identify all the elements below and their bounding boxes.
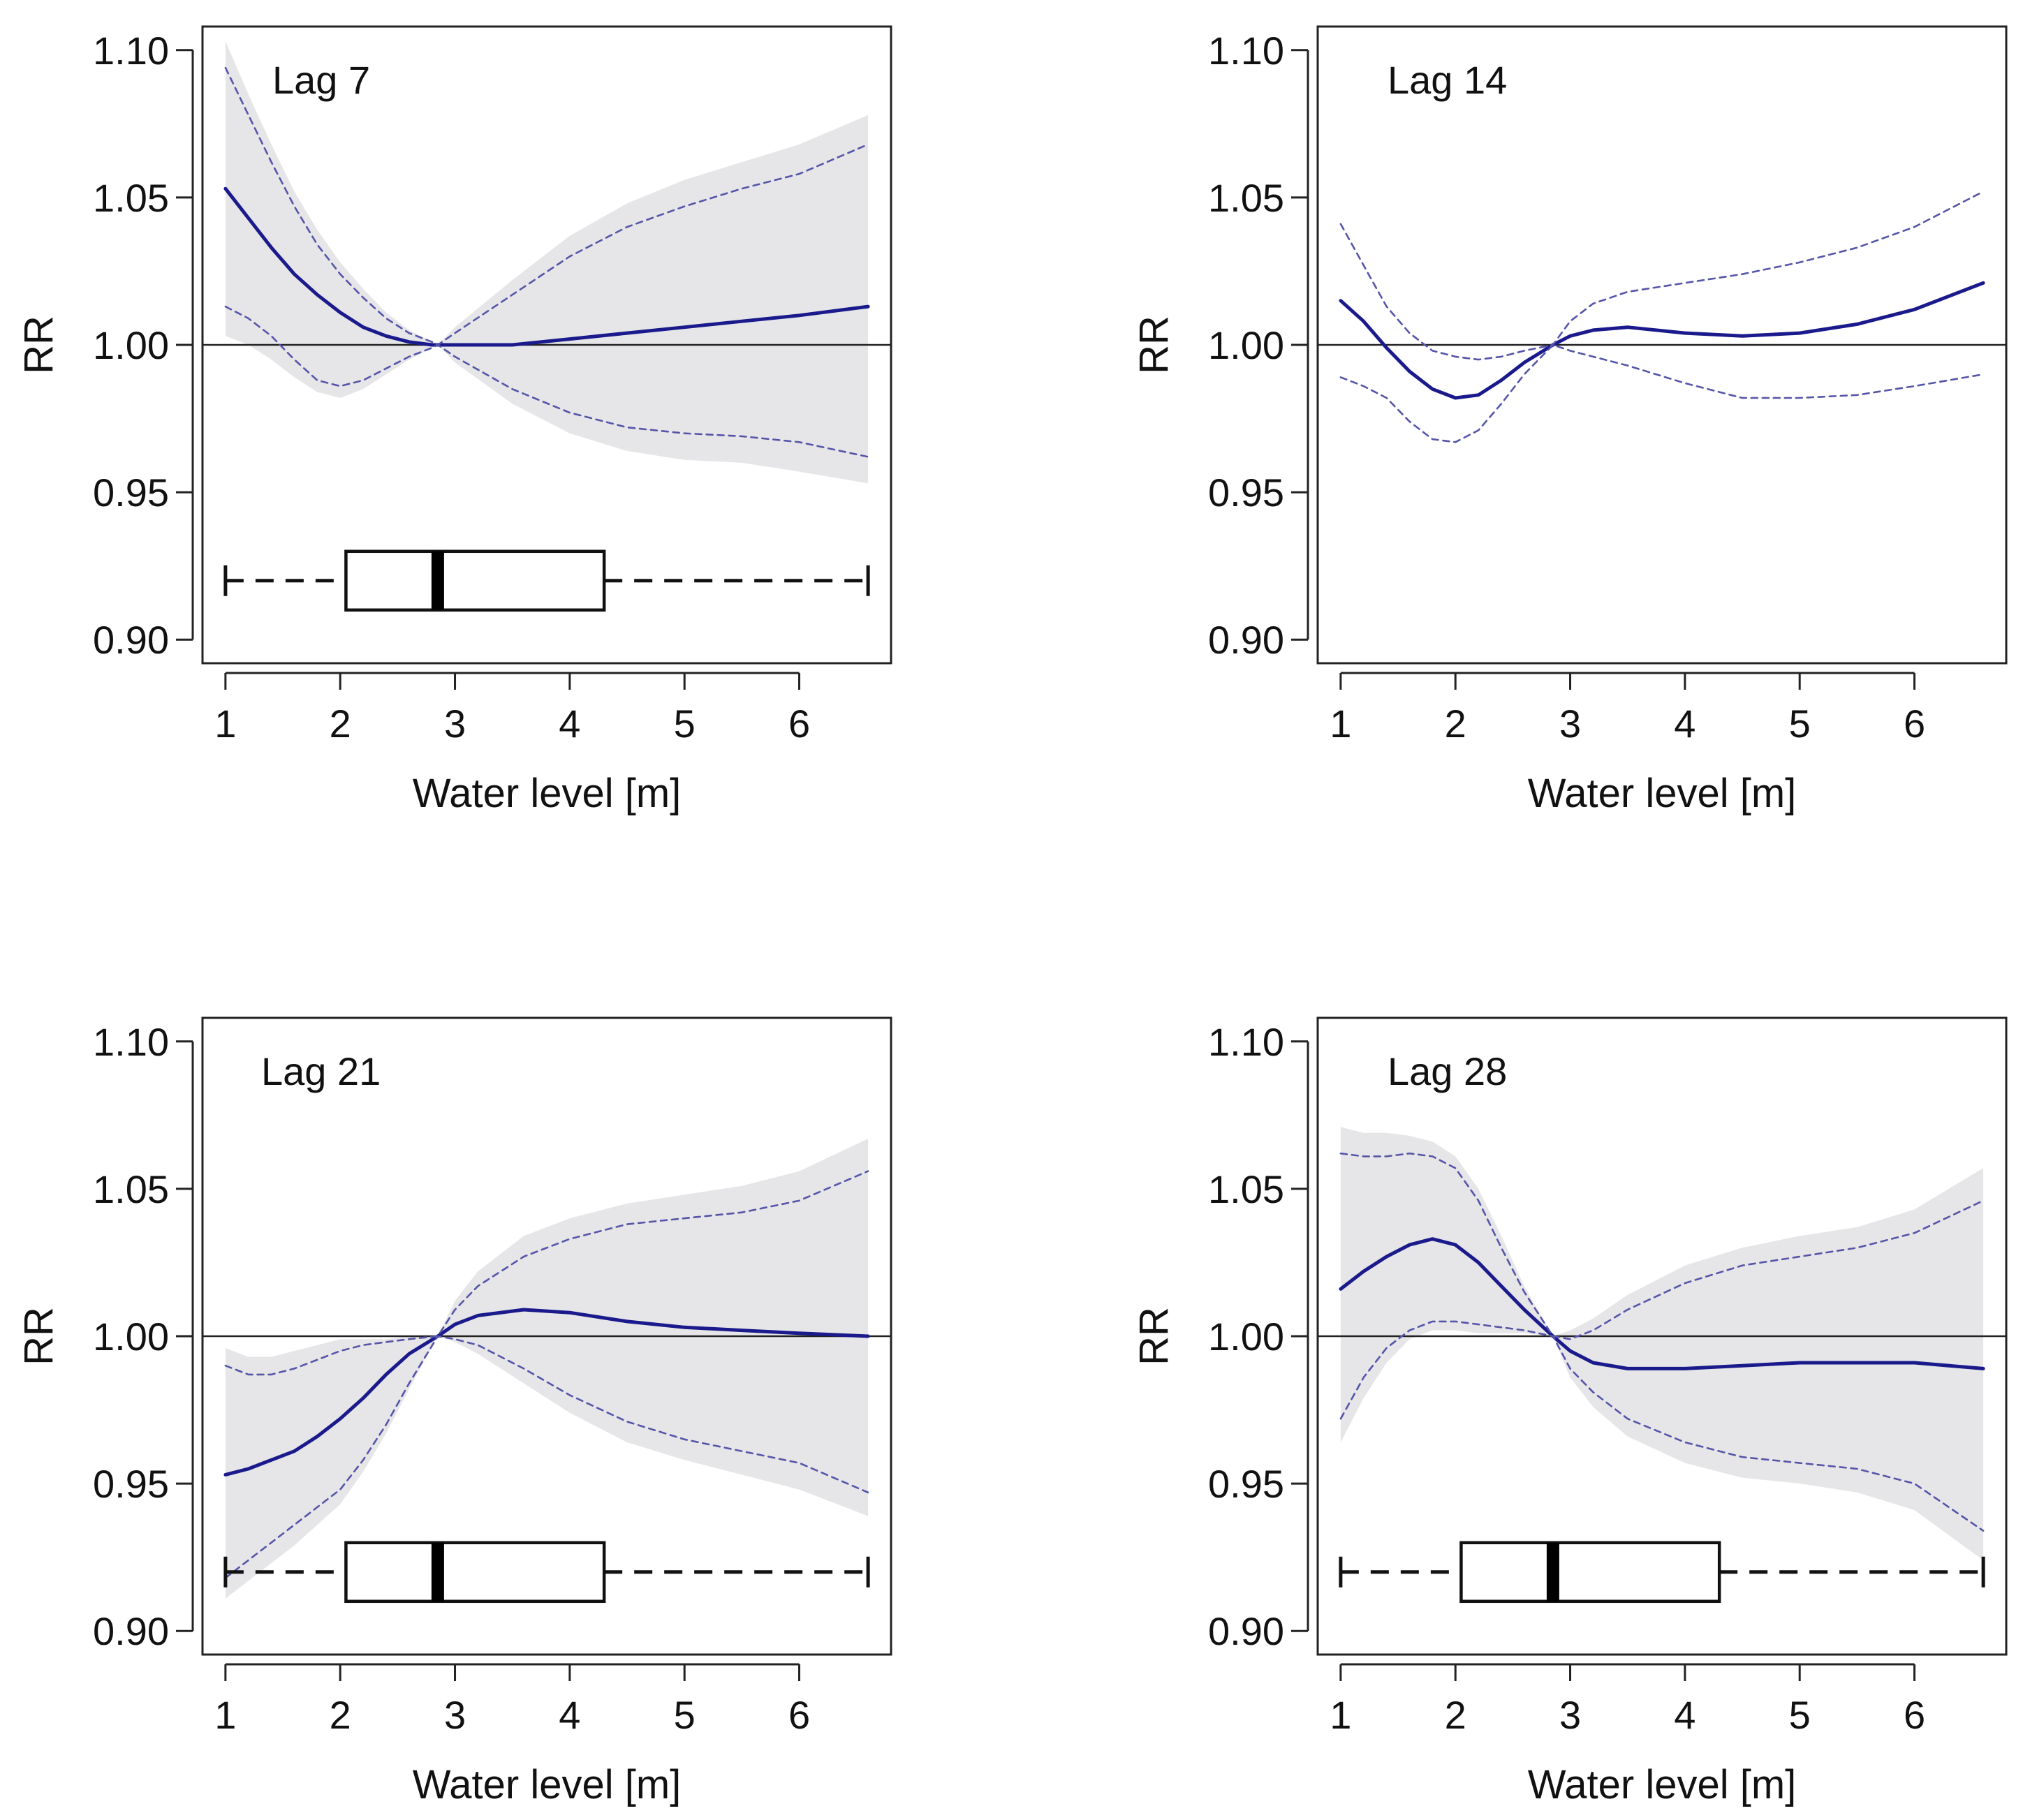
upper-ci-line bbox=[224, 66, 869, 346]
panel-title: Lag 28 bbox=[1388, 1049, 1507, 1093]
y-axis-title: RR bbox=[1131, 316, 1177, 374]
y-tick-label: 1.05 bbox=[93, 1167, 169, 1211]
confidence-band bbox=[225, 41, 869, 484]
x-tick-label: 6 bbox=[1904, 1693, 1925, 1737]
chart-panel-1: 0.90 0.95 1.00 1.05 1.10 1 2 3 4 5 6 Water level [m… bbox=[16, 25, 892, 816]
x-tick-label: 1 bbox=[214, 702, 236, 746]
lower-ci-line bbox=[1339, 1320, 1985, 1532]
x-tick-label: 6 bbox=[788, 1693, 810, 1737]
panel-title: Lag 7 bbox=[272, 58, 370, 102]
plot-frame bbox=[201, 1016, 892, 1656]
rr-line bbox=[1339, 281, 1985, 400]
lower-ci-line bbox=[224, 1335, 869, 1579]
boxplot-median bbox=[1546, 1542, 1559, 1601]
x-tick-label: 1 bbox=[214, 1693, 236, 1737]
upper-ci-line bbox=[1339, 191, 1985, 361]
x-tick-label: 5 bbox=[1789, 702, 1811, 746]
x-tick-label: 6 bbox=[788, 702, 810, 746]
x-axis-title: Water level [m] bbox=[1528, 771, 1797, 816]
boxplot-median bbox=[431, 1542, 444, 1601]
y-tick-label: 1.00 bbox=[1208, 1315, 1284, 1359]
y-tick-label: 0.90 bbox=[1208, 1609, 1284, 1653]
x-tick-label: 2 bbox=[330, 702, 351, 746]
x-axis-title: Water level [m] bbox=[413, 771, 682, 816]
y-axis-title: RR bbox=[16, 1307, 61, 1366]
panel-title: Lag 14 bbox=[1388, 58, 1507, 102]
y-tick-label: 1.10 bbox=[93, 29, 169, 73]
rr-line bbox=[223, 186, 870, 347]
x-tick-label: 5 bbox=[674, 702, 696, 746]
panel-title: Lag 21 bbox=[261, 1049, 381, 1093]
y-tick-label: 0.90 bbox=[93, 618, 169, 662]
x-tick-label: 3 bbox=[1559, 1693, 1581, 1737]
boxplot-box bbox=[1459, 1541, 1721, 1604]
chart-panel-3: 0.90 0.95 1.00 1.05 1.10 1 2 3 4 5 6 Water level [m… bbox=[16, 1016, 892, 1807]
y-tick-label: 0.90 bbox=[93, 1609, 169, 1653]
y-tick-label: 1.05 bbox=[1208, 1167, 1284, 1211]
y-axis-title: RR bbox=[1131, 1307, 1177, 1366]
x-tick-label: 4 bbox=[1674, 702, 1695, 746]
y-tick-label: 1.00 bbox=[93, 1315, 169, 1359]
x-axis-title: Water level [m] bbox=[1528, 1762, 1797, 1807]
x-tick-label: 4 bbox=[559, 1693, 580, 1737]
confidence-band bbox=[225, 1139, 869, 1599]
x-tick-label: 4 bbox=[1674, 1693, 1695, 1737]
plot-frame bbox=[201, 25, 892, 665]
y-tick-label: 0.95 bbox=[93, 1462, 169, 1506]
confidence-band bbox=[1340, 1127, 1984, 1560]
chart-panel-2: 0.90 0.95 1.00 1.05 1.10 1 2 3 4 5 6 Water level [m… bbox=[1131, 25, 2008, 816]
lower-ci-line bbox=[224, 305, 869, 458]
boxplot-box bbox=[344, 1541, 606, 1604]
x-tick-label: 3 bbox=[444, 1693, 466, 1737]
y-tick-label: 1.00 bbox=[1208, 323, 1284, 367]
x-tick-label: 2 bbox=[1445, 1693, 1466, 1737]
y-tick-label: 1.05 bbox=[93, 176, 169, 220]
plot-frame bbox=[1316, 25, 2008, 665]
y-tick-label: 0.95 bbox=[1208, 471, 1284, 515]
boxplot-box bbox=[344, 549, 606, 612]
x-tick-label: 1 bbox=[1330, 1693, 1351, 1737]
y-axis-title: RR bbox=[16, 316, 61, 374]
x-tick-label: 3 bbox=[444, 702, 466, 746]
boxplot-median bbox=[431, 551, 444, 610]
y-tick-label: 0.95 bbox=[1208, 1462, 1284, 1506]
x-tick-label: 1 bbox=[1330, 702, 1351, 746]
x-axis-title: Water level [m] bbox=[413, 1762, 682, 1807]
x-tick-label: 6 bbox=[1904, 702, 1925, 746]
y-tick-label: 1.10 bbox=[1208, 29, 1284, 73]
x-tick-label: 5 bbox=[674, 1693, 696, 1737]
x-tick-label: 3 bbox=[1559, 702, 1581, 746]
x-tick-label: 2 bbox=[330, 1693, 351, 1737]
y-tick-label: 0.95 bbox=[93, 471, 169, 515]
lower-ci-line bbox=[1339, 343, 1985, 443]
y-tick-label: 1.05 bbox=[1208, 176, 1284, 220]
y-tick-label: 0.90 bbox=[1208, 618, 1284, 662]
chart-panel-4: 0.90 0.95 1.00 1.05 1.10 1 2 3 4 5 6 Water level [m… bbox=[1131, 1016, 2008, 1807]
x-tick-label: 2 bbox=[1445, 702, 1466, 746]
x-tick-label: 4 bbox=[559, 702, 580, 746]
y-tick-label: 1.10 bbox=[1208, 1020, 1284, 1064]
x-tick-label: 5 bbox=[1789, 1693, 1811, 1737]
y-tick-label: 1.00 bbox=[93, 323, 169, 367]
plot-frame bbox=[1316, 1016, 2008, 1656]
y-tick-label: 1.10 bbox=[93, 1020, 169, 1064]
